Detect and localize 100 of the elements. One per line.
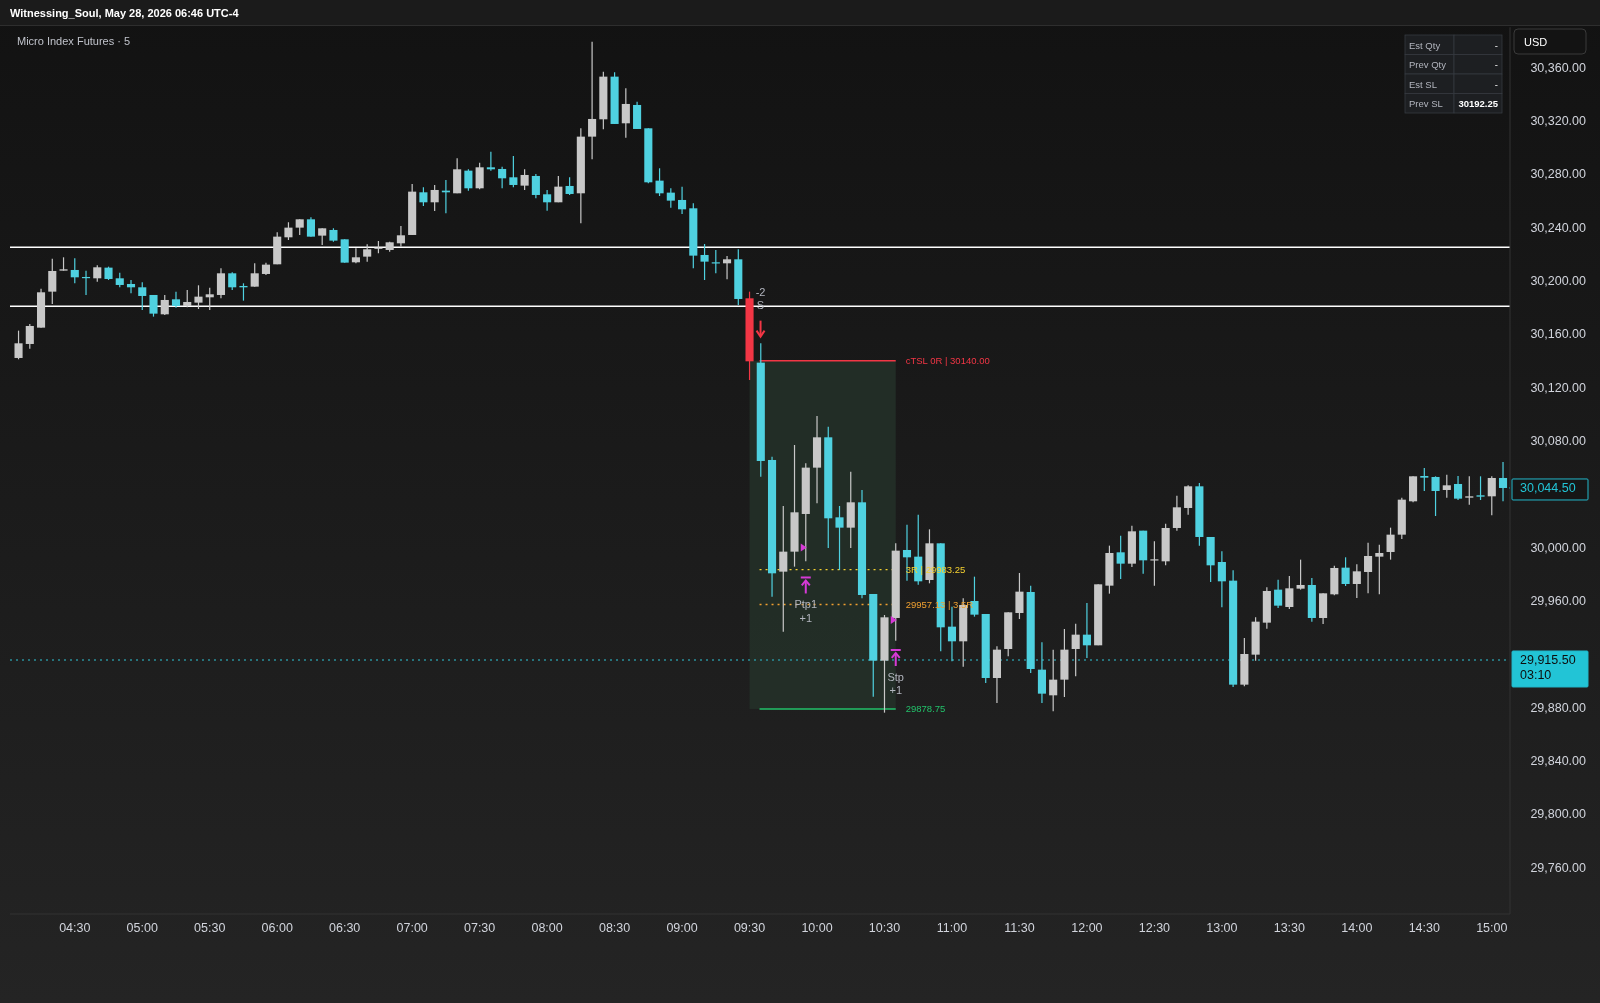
annotation: - <box>1494 78 1498 90</box>
candlestick <box>1274 579 1283 609</box>
annotation: Prev Qty <box>1409 59 1447 70</box>
annotation: +1 <box>889 684 903 697</box>
candlestick <box>1364 542 1373 594</box>
annotation: +1 <box>799 611 813 624</box>
candlestick <box>138 281 147 311</box>
y-tick-label: 30,120.00 <box>1530 380 1587 395</box>
candlestick <box>1420 467 1429 492</box>
text: Micro Index Futures · 5 <box>17 35 131 47</box>
candlestick <box>509 155 518 188</box>
candlestick <box>419 186 428 207</box>
candlestick <box>216 267 226 299</box>
candlestick <box>430 184 439 212</box>
candlestick <box>351 247 360 264</box>
candlestick <box>666 187 675 209</box>
candlestick <box>171 291 181 309</box>
candlestick <box>486 151 495 172</box>
x-tick-label: 12:30 <box>1138 921 1171 935</box>
candlestick <box>70 257 79 284</box>
text: 03:10 <box>1520 668 1552 683</box>
candlestick <box>1082 602 1091 659</box>
candlestick <box>554 175 563 203</box>
y-tick-label: 29,840.00 <box>1530 754 1587 769</box>
candlestick <box>621 87 630 139</box>
annotation: Prev SL <box>1409 98 1443 109</box>
x-tick-label: 14:00 <box>1341 921 1373 935</box>
y-tick-label: 30,320.00 <box>1530 114 1587 129</box>
x-tick-label: 07:30 <box>463 921 496 935</box>
candlestick <box>1498 461 1508 502</box>
candlestick <box>498 166 507 189</box>
annotation: Stp <box>887 670 904 683</box>
annotation: 30,044.50 <box>1520 481 1576 496</box>
candlestick <box>1150 540 1159 587</box>
x-tick-label: 04:30 <box>59 921 91 935</box>
x-tick-label: 09:30 <box>733 921 766 935</box>
candlestick <box>1217 550 1226 608</box>
y-tick-label: 30,200.00 <box>1530 274 1587 289</box>
x-tick-label: 12:00 <box>1071 921 1103 935</box>
candlestick <box>340 238 349 264</box>
y-tick-label: 30,160.00 <box>1530 327 1587 342</box>
candlestick <box>531 173 540 199</box>
y-tick-label: 29,800.00 <box>1530 807 1587 822</box>
x-tick-label: 05:30 <box>194 921 226 935</box>
candlestick <box>1015 572 1024 620</box>
x-tick-label: 14:30 <box>1408 921 1440 935</box>
x-tick-label: 05:00 <box>126 921 158 935</box>
candlestick <box>464 168 473 192</box>
y-tick-label: 30,360.00 <box>1530 60 1587 75</box>
candlestick <box>711 249 720 274</box>
candlestick <box>1037 641 1046 704</box>
x-tick-label: 10:30 <box>868 921 901 935</box>
x-tick-label: 13:00 <box>1206 921 1238 935</box>
candlestick <box>835 505 844 571</box>
candlestick <box>475 162 484 190</box>
y-tick-label: 30,280.00 <box>1530 167 1587 182</box>
candlestick <box>700 243 709 281</box>
annotation: Ptp1 <box>794 598 818 611</box>
candlestick <box>520 168 529 191</box>
candlestick <box>453 157 462 194</box>
x-tick-label: 08:30 <box>598 921 631 935</box>
candlestick <box>1071 623 1080 677</box>
candlestick <box>722 255 732 280</box>
candlestick <box>1453 475 1463 501</box>
candlestick <box>1487 475 1496 516</box>
candlestick <box>1049 649 1058 712</box>
candlestick <box>1431 475 1440 517</box>
candlestick <box>1285 575 1294 610</box>
annotation: 29,915.50 <box>1520 653 1576 668</box>
candlestick <box>1375 544 1384 595</box>
candlestick <box>1341 556 1350 587</box>
ref-line-label: 29878.75 <box>905 703 946 715</box>
y-tick-label: 30,240.00 <box>1530 220 1587 235</box>
candlestick <box>1172 495 1181 532</box>
annotation: - <box>1494 59 1498 70</box>
candlestick <box>1184 484 1193 516</box>
candlestick <box>1352 563 1361 599</box>
candlestick <box>588 41 597 160</box>
y-tick-label: 30,000.00 <box>1530 540 1587 555</box>
x-tick-label: 09:00 <box>666 921 698 935</box>
candlestick <box>25 323 34 350</box>
annotation: Est SL <box>1409 78 1437 90</box>
x-tick-label: 15:00 <box>1476 921 1508 935</box>
candlestick <box>205 287 214 311</box>
y-tick-label: 29,760.00 <box>1530 860 1587 875</box>
candlestick <box>1442 474 1451 499</box>
text: USD <box>1524 36 1548 48</box>
x-tick-label: 06:30 <box>329 921 361 935</box>
candlestick <box>678 186 687 215</box>
x-tick-label: 08:00 <box>531 921 563 935</box>
candlestick <box>48 258 57 305</box>
x-tick-label: 10:00 <box>801 921 833 935</box>
candlestick <box>160 294 169 316</box>
candlestick <box>1296 559 1305 591</box>
chart-title: Witnessing_Soul, May 28, 2026 06:46 UTC-4 <box>10 7 240 19</box>
candlestick <box>779 505 788 633</box>
candlestick <box>1116 535 1125 580</box>
candlestick <box>1465 475 1474 506</box>
y-tick-label: 30,080.00 <box>1530 434 1587 449</box>
candlestick <box>306 216 315 238</box>
